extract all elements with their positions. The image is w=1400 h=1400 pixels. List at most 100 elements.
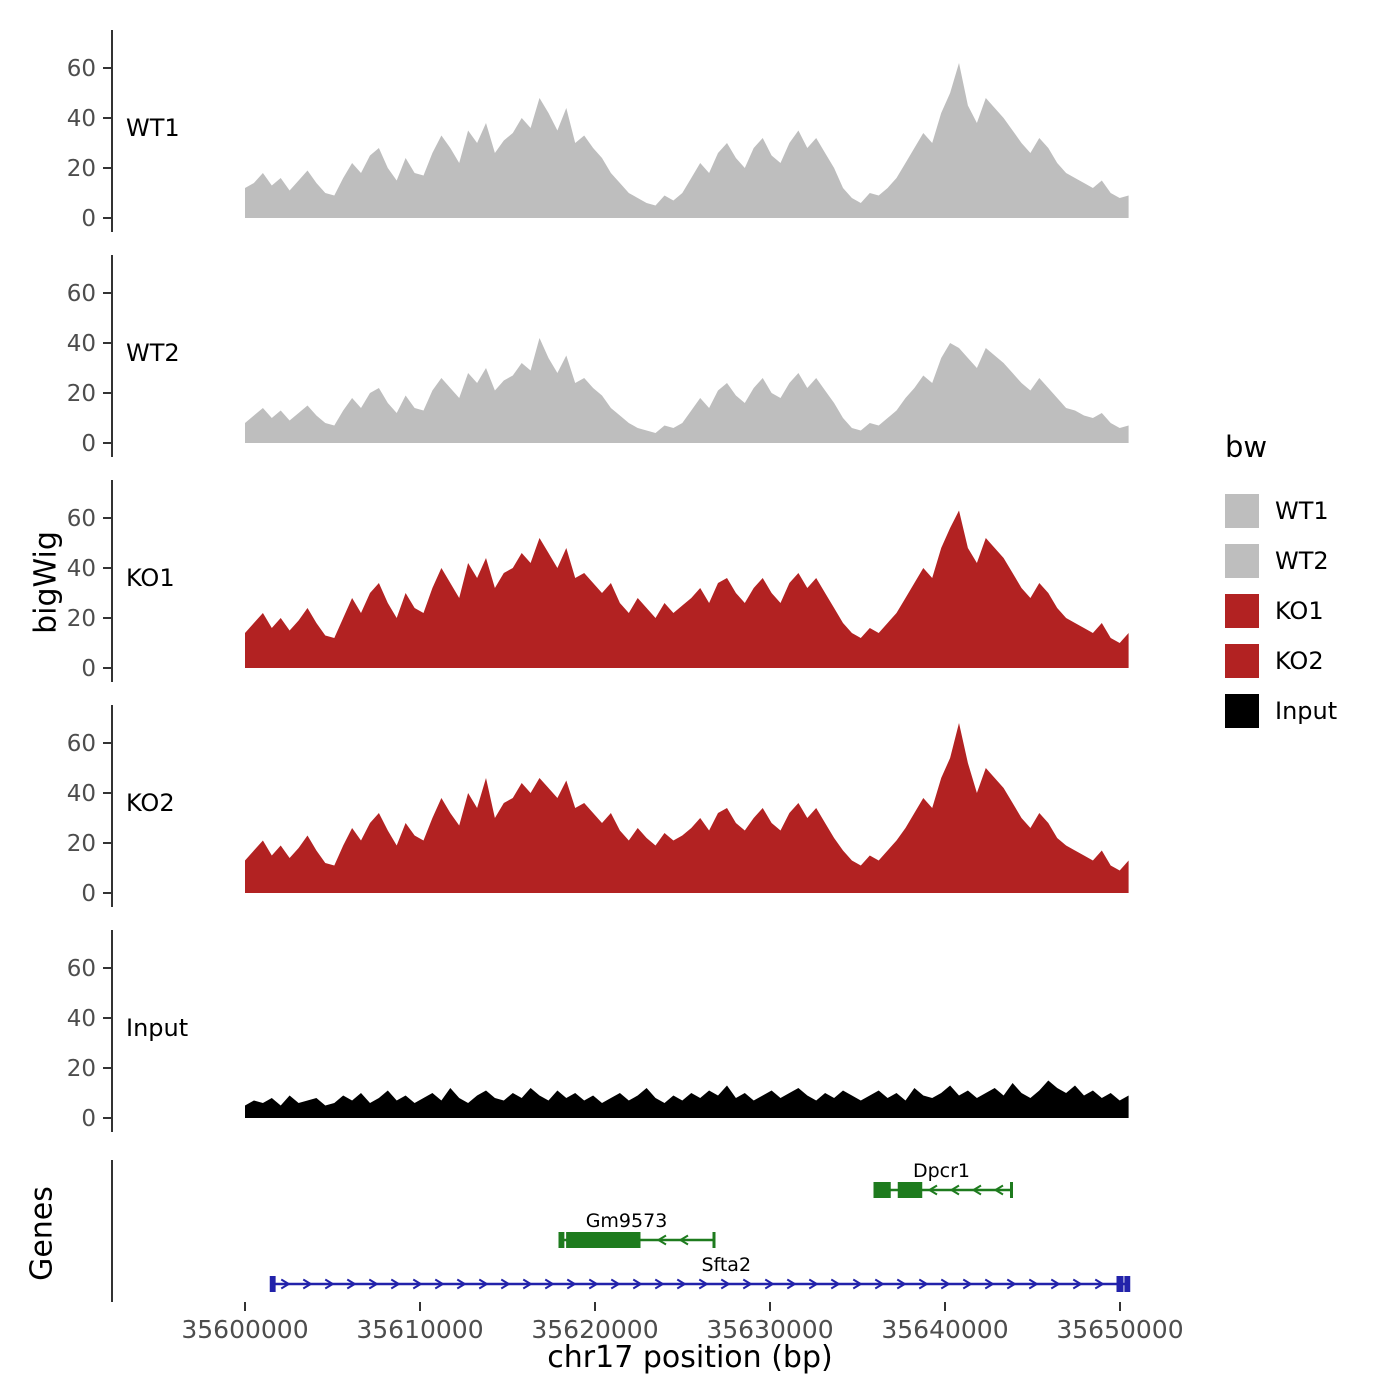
strand-arrow-icon: [346, 1278, 357, 1290]
exon-Sfta2: [271, 1276, 276, 1292]
coverage-area-Input: [245, 1080, 1129, 1118]
y-tick-label: 20: [67, 156, 96, 182]
strand-arrow-icon: [434, 1278, 445, 1290]
strand-arrow-icon: [940, 1278, 951, 1290]
strand-arrow-icon: [456, 1278, 467, 1290]
legend-item-WT1: WT1: [1225, 486, 1337, 536]
y-tick-label: 60: [67, 956, 96, 982]
legend-item-label: Input: [1275, 697, 1338, 725]
gene-label-Gm9573: Gm9573: [586, 1210, 668, 1232]
genes-panel: Sfta2 Gm9573 Dpcr1: [111, 1160, 1131, 1302]
track-WT2: 0 20 40 60 WT2: [67, 255, 1129, 457]
legend-item-KO1: KO1: [1225, 586, 1337, 636]
strand-arrow-icon: [993, 1184, 1004, 1196]
strand-arrow-icon: [927, 1184, 938, 1196]
strand-arrow-icon: [412, 1278, 423, 1290]
strand-arrow-icon: [610, 1278, 621, 1290]
gene-label-Sfta2: Sfta2: [701, 1254, 751, 1276]
legend-item-KO2: KO2: [1225, 636, 1337, 686]
y-tick-label: 0: [81, 656, 96, 682]
y-tick-label: 40: [67, 556, 96, 582]
y-axis-label-bigwig: bigWig: [28, 531, 64, 634]
legend-swatch-icon: [1225, 644, 1259, 678]
strand-arrow-icon: [654, 1278, 665, 1290]
x-tick-label: 35620000: [531, 1315, 658, 1344]
y-tick-label: 0: [81, 431, 96, 457]
y-tick-label: 40: [67, 1006, 96, 1032]
strand-arrow-icon: [808, 1278, 819, 1290]
gene-Sfta2: Sfta2: [269, 1254, 1131, 1292]
strand-arrow-icon: [390, 1278, 401, 1290]
x-tick-label: 35610000: [356, 1315, 483, 1344]
x-tick-label: 35640000: [881, 1315, 1008, 1344]
exon-Gm9573: [566, 1232, 641, 1248]
exon-Sfta2: [1124, 1276, 1129, 1292]
gene-Gm9573: Gm9573: [558, 1210, 716, 1248]
track-KO1: 0 20 40 60 KO1: [67, 480, 1129, 682]
track-KO2: 0 20 40 60 KO2: [67, 705, 1129, 907]
legend: bw WT1 WT2 KO1 KO2 Input: [1225, 430, 1337, 736]
track-label-KO2: KO2: [126, 789, 175, 817]
exon-Dpcr1: [897, 1182, 923, 1198]
strand-arrow-icon: [566, 1278, 577, 1290]
y-tick-label: 20: [67, 381, 96, 407]
strand-arrow-icon: [678, 1234, 689, 1246]
coverage-area-KO1: [245, 510, 1129, 668]
legend-item-label: KO1: [1275, 597, 1324, 625]
strand-arrow-icon: [478, 1278, 489, 1290]
strand-arrow-icon: [742, 1278, 753, 1290]
legend-item-label: WT2: [1275, 547, 1329, 575]
strand-arrow-icon: [698, 1278, 709, 1290]
strand-arrow-icon: [874, 1278, 885, 1290]
legend-item-label: WT1: [1275, 497, 1329, 525]
x-tick-label: 35630000: [706, 1315, 833, 1344]
y-tick-label: 0: [81, 206, 96, 232]
track-WT1: 0 20 40 60 WT1: [67, 30, 1129, 232]
strand-arrow-icon: [500, 1278, 511, 1290]
y-axis-label-genes: Genes: [24, 1186, 60, 1281]
strand-arrow-icon: [544, 1278, 555, 1290]
track-label-WT2: WT2: [126, 339, 180, 367]
strand-arrow-icon: [676, 1278, 687, 1290]
coverage-area-WT1: [245, 63, 1129, 218]
strand-arrow-icon: [656, 1234, 667, 1246]
strand-arrow-icon: [1006, 1278, 1017, 1290]
strand-arrow-icon: [1028, 1278, 1039, 1290]
x-axis-title: chr17 position (bp): [547, 1340, 833, 1375]
gene-label-Dpcr1: Dpcr1: [913, 1160, 970, 1182]
track-label-WT1: WT1: [126, 114, 180, 142]
coverage-area-WT2: [245, 338, 1129, 443]
strand-arrow-icon: [1050, 1278, 1061, 1290]
track-label-Input: Input: [126, 1014, 188, 1042]
legend-swatch-icon: [1225, 594, 1259, 628]
strand-arrow-icon: [984, 1278, 995, 1290]
legend-title: bw: [1225, 430, 1268, 464]
legend-swatch-icon: [1225, 694, 1259, 728]
strand-arrow-icon: [522, 1278, 533, 1290]
y-tick-label: 40: [67, 106, 96, 132]
y-tick-label: 60: [67, 506, 96, 532]
y-tick-label: 20: [67, 1056, 96, 1082]
strand-arrow-icon: [830, 1278, 841, 1290]
strand-arrow-icon: [786, 1278, 797, 1290]
x-tick-label: 35600000: [181, 1315, 308, 1344]
strand-arrow-icon: [1094, 1278, 1105, 1290]
y-tick-label: 40: [67, 331, 96, 357]
y-tick-label: 20: [67, 606, 96, 632]
legend-item-Input: Input: [1225, 686, 1337, 736]
strand-arrow-icon: [971, 1184, 982, 1196]
strand-arrow-icon: [1072, 1278, 1083, 1290]
y-tick-label: 60: [67, 281, 96, 307]
gene-Dpcr1: Dpcr1: [873, 1160, 1013, 1198]
track-Input: 0 20 40 60 Input: [67, 930, 1129, 1132]
strand-arrow-icon: [368, 1278, 379, 1290]
strand-arrow-icon: [720, 1278, 731, 1290]
x-axis: 35600000 35610000 35620000 35630000 35640000…: [181, 1302, 1184, 1344]
strand-arrow-icon: [896, 1278, 907, 1290]
legend-item-label: KO2: [1275, 647, 1324, 675]
track-label-KO1: KO1: [126, 564, 175, 592]
strand-arrow-icon: [632, 1278, 643, 1290]
y-tick-label: 0: [81, 1106, 96, 1132]
exon-Sfta2: [1116, 1276, 1124, 1292]
